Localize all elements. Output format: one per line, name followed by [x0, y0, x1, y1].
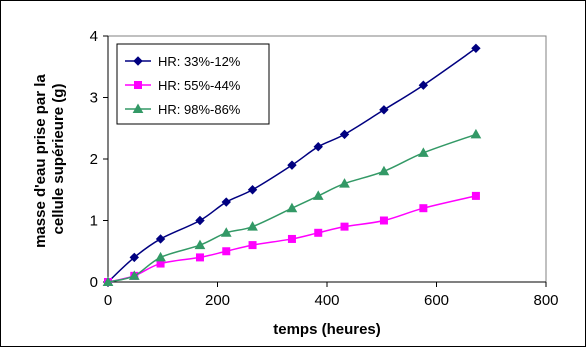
- y-tick-label: 3: [90, 90, 98, 107]
- legend: HR: 33%-12% HR: 55%-44% HR: 98%-86%: [116, 43, 270, 125]
- y-tick-label: 1: [90, 213, 98, 230]
- data-point: [313, 141, 323, 152]
- data-point: [314, 228, 323, 237]
- data-point: [471, 191, 480, 200]
- x-tick-label: 800: [533, 292, 558, 309]
- y-axis-title: masse d'eau prise par la cellule supérie…: [32, 70, 67, 248]
- series-1: [103, 43, 481, 287]
- legend-label: HR: 98%-86%: [158, 102, 241, 117]
- x-tick-label: 200: [205, 292, 230, 309]
- y-tick-label: 2: [90, 151, 98, 168]
- data-point: [220, 227, 232, 237]
- data-point: [221, 197, 231, 207]
- y-axis-title-line-1: masse d'eau prise par la: [32, 74, 49, 248]
- data-point: [418, 147, 429, 157]
- data-point: [287, 160, 297, 170]
- y-tick-label: 0: [90, 274, 98, 291]
- data-point: [378, 165, 390, 176]
- data-point: [470, 128, 482, 139]
- data-point: [102, 276, 114, 286]
- legend-box: [116, 43, 270, 125]
- data-point: [128, 270, 140, 280]
- data-point: [195, 253, 204, 262]
- data-point: [339, 129, 350, 140]
- y-tick-label: 4: [90, 28, 98, 45]
- y-axis-title-line-2: cellule supérieure (g): [50, 84, 67, 235]
- data-point: [312, 190, 324, 200]
- data-point: [287, 234, 296, 243]
- data-point: [471, 43, 481, 54]
- legend-label: HR: 55%-44%: [158, 78, 241, 93]
- data-point: [339, 178, 350, 188]
- data-point: [419, 204, 428, 213]
- x-axis-title: temps (heures): [273, 321, 381, 338]
- data-point: [379, 216, 388, 225]
- legend-item-2: HR: 55%-44%: [125, 78, 241, 93]
- data-point: [286, 202, 298, 213]
- data-point: [340, 222, 349, 231]
- ticks: 0 200 400 600 800 0 1 2 3 4: [90, 28, 559, 309]
- legend-marker: [133, 56, 143, 66]
- data-point: [379, 105, 389, 115]
- legend-label: HR: 33%-12%: [158, 54, 241, 69]
- data-point: [222, 247, 231, 256]
- x-tick-label: 400: [314, 292, 339, 309]
- chart-svg: 0 200 400 600 800 0 1 2 3 4 temps (heures) masse …: [32, 28, 559, 338]
- legend-marker: [134, 81, 142, 89]
- series-3: [102, 128, 482, 286]
- x-tick-label: 600: [424, 292, 449, 309]
- data-point: [195, 215, 205, 226]
- legend-marker: [132, 103, 144, 113]
- data-point: [155, 234, 166, 244]
- data-point: [155, 251, 166, 262]
- x-tick-label: 0: [104, 292, 112, 309]
- legend-item-3: HR: 98%-86%: [125, 102, 241, 117]
- data-point: [418, 80, 429, 90]
- data-point: [194, 239, 206, 250]
- legend-item-1: HR: 33%-12%: [125, 54, 241, 69]
- data-point: [247, 185, 258, 195]
- data-point: [248, 241, 257, 250]
- data-point: [129, 252, 139, 263]
- series-layer: [102, 43, 482, 287]
- data-point: [247, 221, 258, 231]
